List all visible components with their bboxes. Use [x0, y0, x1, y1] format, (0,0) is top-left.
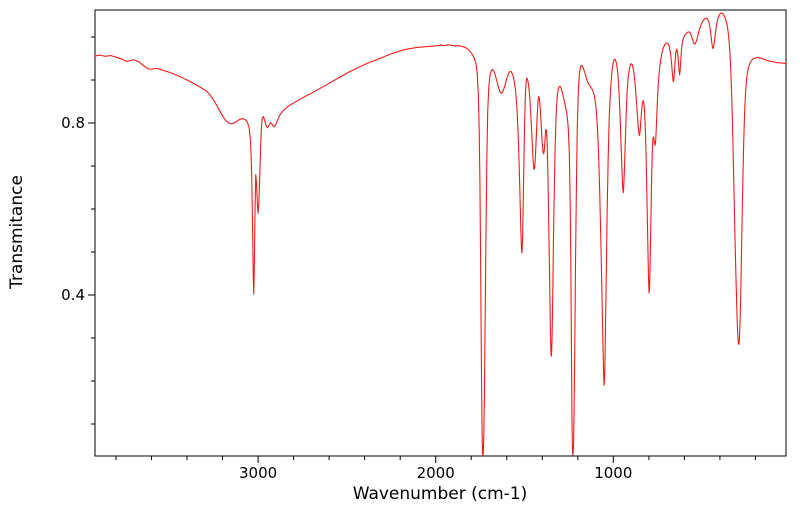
x-axis-label: Wavenumber (cm-1): [352, 484, 528, 504]
x-tick-label: 3000: [239, 464, 277, 482]
ir-curve: [94, 12, 787, 456]
plot-border: [94, 9, 787, 457]
y-tick-label: 0.4: [61, 286, 85, 304]
x-tick-label: 2000: [417, 464, 455, 482]
y-axis-label: Transmitance: [7, 175, 27, 289]
x-tick-label: 1000: [594, 464, 632, 482]
y-tick-label: 0.8: [61, 114, 85, 132]
